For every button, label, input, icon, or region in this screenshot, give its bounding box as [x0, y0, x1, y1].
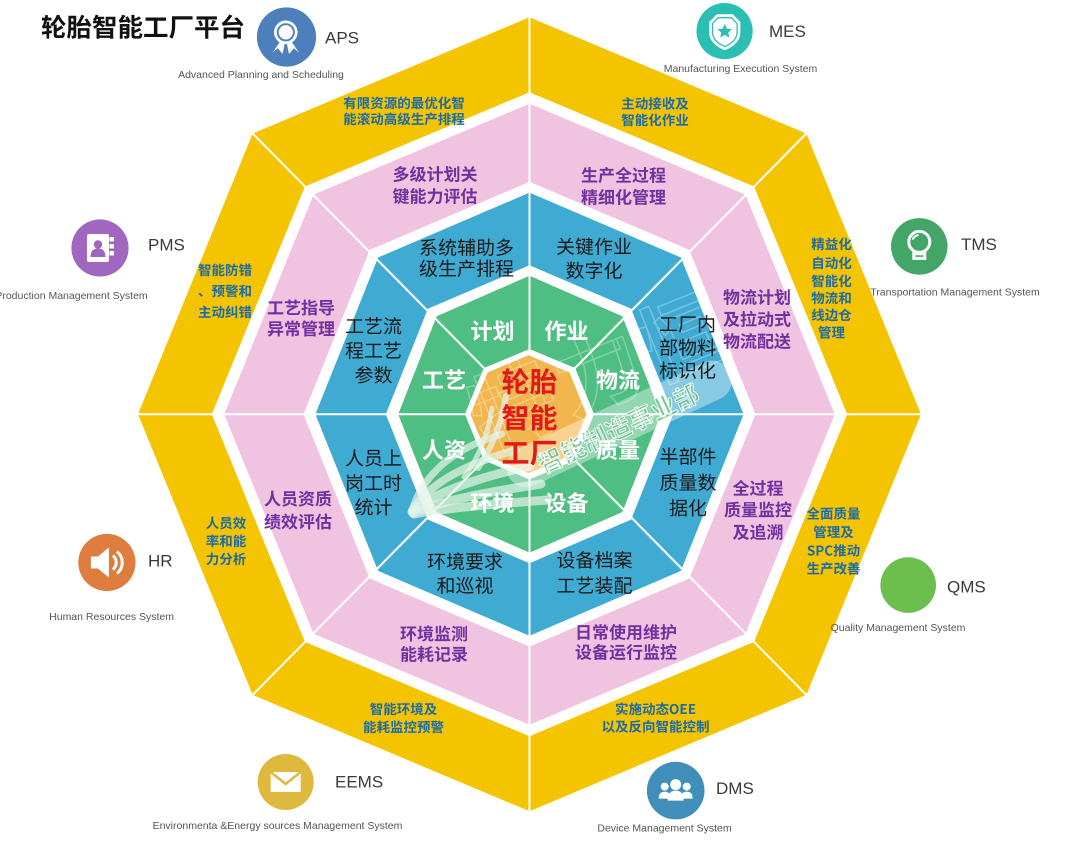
- svg-text:工艺装配: 工艺装配: [556, 572, 632, 599]
- svg-text:作业: 作业: [544, 314, 588, 346]
- svg-text:Advanced Planning and Scheduli: Advanced Planning and Scheduling: [178, 69, 344, 81]
- svg-text:能滚动高级生产排程: 能滚动高级生产排程: [343, 108, 465, 128]
- svg-text:绩效评估: 绩效评估: [264, 508, 332, 533]
- svg-text:MES: MES: [769, 22, 806, 41]
- svg-text:轮胎: 轮胎: [501, 361, 557, 401]
- svg-text:设备运行监控: 设备运行监控: [575, 639, 677, 664]
- svg-text:设备档案: 设备档案: [556, 546, 632, 573]
- svg-text:环境: 环境: [470, 486, 514, 518]
- svg-text:和巡视: 和巡视: [436, 572, 493, 599]
- svg-text:Environmenta &Energy sources M: Environmenta &Energy sources Management …: [153, 820, 403, 832]
- svg-text:部物料: 部物料: [659, 334, 716, 361]
- svg-text:岗工时: 岗工时: [345, 469, 402, 496]
- svg-text:日常使用维护: 日常使用维护: [575, 619, 677, 644]
- svg-text:物流: 物流: [596, 363, 640, 395]
- svg-text:生产全过程: 生产全过程: [581, 162, 666, 187]
- svg-text:Human Resources System: Human Resources System: [49, 611, 174, 623]
- svg-text:率和能: 率和能: [206, 530, 247, 550]
- svg-text:DMS: DMS: [716, 779, 754, 798]
- svg-text:人资: 人资: [422, 433, 466, 465]
- svg-text:智能化作业: 智能化作业: [621, 109, 689, 129]
- svg-text:多级计划关: 多级计划关: [393, 161, 478, 186]
- svg-text:主动纠错: 主动纠错: [198, 301, 252, 321]
- svg-text:QMS: QMS: [947, 578, 986, 597]
- svg-text:线边仓: 线边仓: [811, 304, 852, 324]
- svg-text:据化: 据化: [669, 494, 707, 521]
- svg-text:工厂: 工厂: [501, 432, 557, 472]
- svg-text:精益化: 精益化: [811, 233, 852, 253]
- svg-text:质量监控: 质量监控: [724, 496, 792, 521]
- svg-text:物流和: 物流和: [811, 287, 852, 307]
- svg-text:物流计划: 物流计划: [723, 284, 791, 309]
- svg-text:统计: 统计: [354, 493, 392, 520]
- svg-text:及追溯: 及追溯: [733, 519, 784, 544]
- svg-text:管理及: 管理及: [813, 521, 854, 541]
- svg-text:主动接收及: 主动接收及: [621, 93, 689, 113]
- svg-text:轮胎智能工厂平台: 轮胎智能工厂平台: [41, 8, 245, 45]
- svg-text:系统辅助多: 系统辅助多: [419, 234, 514, 261]
- svg-text:设备: 设备: [544, 486, 588, 518]
- svg-text:人员上: 人员上: [345, 444, 402, 471]
- svg-text:工厂内: 工厂内: [659, 310, 716, 337]
- svg-text:标识化: 标识化: [659, 357, 716, 384]
- svg-text:能耗记录: 能耗记录: [400, 641, 468, 666]
- svg-text:实施动态OEE: 实施动态OEE: [615, 698, 696, 718]
- svg-text:全面质量: 全面质量: [807, 503, 861, 523]
- svg-text:全过程: 全过程: [733, 475, 784, 500]
- svg-text:人员资质: 人员资质: [264, 485, 332, 510]
- svg-text:工艺指导: 工艺指导: [267, 294, 335, 319]
- svg-text:Transportation Management Syst: Transportation Management System: [870, 287, 1040, 299]
- svg-text:人员效: 人员效: [206, 512, 247, 532]
- svg-text:工艺: 工艺: [422, 363, 466, 395]
- svg-text:数字化: 数字化: [565, 257, 622, 284]
- svg-text:环境监测: 环境监测: [400, 620, 468, 645]
- svg-text:环境要求: 环境要求: [427, 548, 503, 575]
- svg-text:智能化: 智能化: [811, 270, 852, 290]
- svg-text:SPC推动: SPC推动: [807, 540, 860, 560]
- svg-text:APS: APS: [325, 29, 359, 48]
- svg-text:、预警和: 、预警和: [198, 280, 252, 300]
- svg-text:力分析: 力分析: [206, 548, 247, 568]
- svg-text:有限资源的最优化智: 有限资源的最优化智: [343, 92, 465, 112]
- svg-text:Production Management System: Production Management System: [0, 290, 148, 302]
- svg-text:TMS: TMS: [961, 235, 997, 254]
- svg-text:精细化管理: 精细化管理: [581, 184, 666, 209]
- svg-text:及拉动式: 及拉动式: [723, 306, 791, 331]
- svg-text:程工艺: 程工艺: [345, 337, 402, 364]
- svg-text:智能环境及: 智能环境及: [370, 698, 438, 718]
- svg-text:HR: HR: [148, 551, 173, 570]
- svg-text:半部件: 半部件: [659, 443, 716, 470]
- svg-text:以及反向智能控制: 以及反向智能控制: [602, 716, 710, 736]
- svg-text:能耗监控预警: 能耗监控预警: [363, 716, 444, 736]
- svg-text:Quality Management System: Quality Management System: [831, 622, 966, 634]
- svg-text:生产改善: 生产改善: [807, 558, 861, 578]
- svg-text:级生产排程: 级生产排程: [419, 255, 514, 282]
- svg-text:自动化: 自动化: [811, 252, 852, 272]
- svg-text:关键作业: 关键作业: [556, 233, 632, 260]
- svg-text:质量数: 质量数: [659, 469, 716, 496]
- svg-text:PMS: PMS: [148, 236, 185, 255]
- svg-text:EEMS: EEMS: [335, 772, 383, 791]
- svg-text:智能防错: 智能防错: [198, 259, 252, 279]
- svg-text:智能: 智能: [501, 397, 557, 437]
- svg-text:异常管理: 异常管理: [267, 315, 335, 340]
- svg-text:管理: 管理: [818, 322, 846, 342]
- svg-text:参数: 参数: [354, 361, 392, 388]
- svg-text:质量: 质量: [596, 433, 640, 465]
- svg-text:键能力评估: 键能力评估: [393, 183, 478, 208]
- svg-text:工艺流: 工艺流: [345, 312, 402, 339]
- svg-text:计划: 计划: [470, 314, 514, 346]
- svg-text:物流配送: 物流配送: [723, 328, 791, 353]
- svg-text:Manufacturing Execution System: Manufacturing Execution System: [664, 63, 818, 75]
- svg-text:Device Management System: Device Management System: [597, 822, 731, 834]
